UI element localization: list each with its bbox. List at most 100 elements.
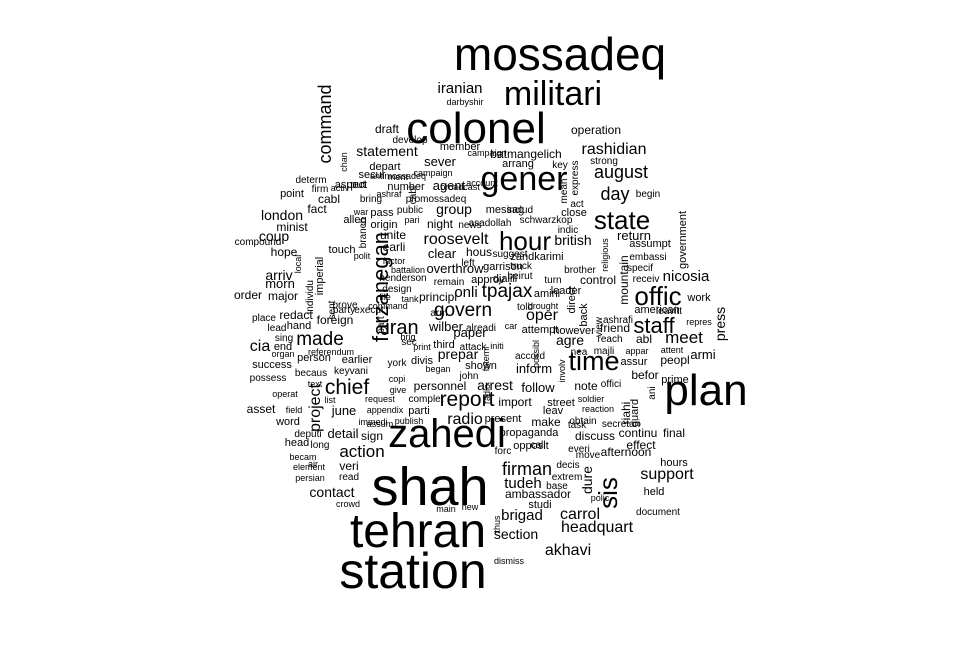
word-operat: operat xyxy=(272,389,298,399)
word-thus: thus xyxy=(492,515,502,533)
word-work: work xyxy=(686,292,711,304)
word-polic: polic xyxy=(591,493,610,503)
word-assumpt: assumpt xyxy=(629,238,671,250)
word-ani: ani xyxy=(647,386,658,399)
word-leav: leav xyxy=(543,405,564,417)
word-arm: arm xyxy=(430,308,447,319)
word-becam: becam xyxy=(289,452,316,462)
word-possess: possess xyxy=(250,373,287,384)
word-militari: militari xyxy=(504,75,602,113)
word-staff: staff xyxy=(633,313,675,338)
word-end: end xyxy=(274,341,292,353)
word-asadollah: asadollah xyxy=(469,218,512,229)
word-brigad: brigad xyxy=(501,507,543,524)
word-place: place xyxy=(252,313,276,324)
word-mossadeq: mossadeq xyxy=(454,28,666,80)
word-london: london xyxy=(261,207,303,223)
word-final: final xyxy=(663,426,685,440)
word-major: major xyxy=(268,289,298,303)
word-follow: follow xyxy=(521,380,555,395)
word-radio: radio xyxy=(447,411,483,428)
word-becaus: becaus xyxy=(295,368,327,379)
word-branch: branch xyxy=(358,218,369,249)
word-deputi: deputi xyxy=(294,429,321,440)
word-station: station xyxy=(339,543,486,599)
word-direct: direct xyxy=(566,287,578,314)
word-hous: hous xyxy=(466,245,492,259)
word-ashraf: ashraf xyxy=(376,189,402,199)
word-polit: polit xyxy=(354,251,371,261)
word-develop: develop xyxy=(392,135,427,146)
word-attempt: attempt xyxy=(522,324,559,336)
word-operation: operation xyxy=(571,123,621,137)
word-word: word xyxy=(275,416,300,428)
word-press: press xyxy=(712,307,728,341)
word-keyvani: keyvani xyxy=(334,366,368,377)
word-beirut: beirut xyxy=(507,271,532,282)
word-onli: onli xyxy=(454,284,477,301)
word-copi: copi xyxy=(389,374,406,384)
word-long: long xyxy=(311,440,330,451)
word-parti: parti xyxy=(408,405,429,417)
word-cabl: cabl xyxy=(318,192,340,206)
word-zahedi: zahedi xyxy=(388,412,506,456)
word-discuss: discuss xyxy=(575,429,615,443)
word-clear: clear xyxy=(428,246,457,261)
word-farzanegan: farzanegan xyxy=(368,232,393,342)
word-statement: statement xyxy=(356,143,418,159)
word-bring: bring xyxy=(360,194,382,205)
word-radio: radio xyxy=(482,384,492,404)
word-sever: sever xyxy=(424,154,456,169)
word-request: request xyxy=(365,394,396,404)
word-armi: armi xyxy=(690,347,715,362)
word-reaction: reaction xyxy=(582,404,614,414)
word-design: design xyxy=(382,284,411,295)
word-member: member xyxy=(440,141,481,153)
word-task: task xyxy=(568,420,587,431)
word-divis: divis xyxy=(411,355,434,367)
word-zandkarimi: zandkarimi xyxy=(510,251,563,263)
word-personnel: personnel xyxy=(414,379,467,393)
word-order: order xyxy=(234,288,262,302)
word-extrem: extrem xyxy=(552,472,583,483)
word-june: june xyxy=(331,403,357,418)
word-veri: veri xyxy=(339,459,358,473)
word-batmangelich: batmangelich xyxy=(490,147,561,161)
word-news: news xyxy=(458,220,481,231)
word-ambassador: ambassador xyxy=(505,487,571,501)
word-began: began xyxy=(425,364,450,374)
word-appendix: appendix xyxy=(367,405,404,415)
word-brother: brother xyxy=(564,265,596,276)
word-sec: sec xyxy=(401,337,417,348)
word-text: text xyxy=(308,379,323,389)
word-cia: cia xyxy=(250,338,271,355)
word-opposit: opposit xyxy=(513,440,548,452)
word-amini: amini xyxy=(534,288,560,300)
word-assum: assum xyxy=(367,419,394,429)
word-secretari: secretari xyxy=(602,419,640,430)
word-begin: begin xyxy=(636,189,660,200)
word-sis: sis xyxy=(593,477,623,509)
word-nea: nea xyxy=(571,347,588,358)
word-decis: decis xyxy=(556,460,579,471)
word-principl: principl xyxy=(419,290,457,304)
word-public: public xyxy=(397,205,423,216)
word-attack: attack xyxy=(460,342,488,353)
word-origin: origin xyxy=(371,219,398,231)
word-john: john xyxy=(459,371,479,382)
word-carrol: carrol xyxy=(560,506,600,523)
word-firm: firm xyxy=(312,184,329,195)
word-overthrow: overthrow xyxy=(426,261,484,276)
word-pass: pass xyxy=(370,207,394,219)
word-hour: hour xyxy=(499,226,551,256)
word-however: however xyxy=(553,325,595,337)
word-element: element xyxy=(293,462,326,472)
word-number: number xyxy=(387,181,425,193)
word-shah: shah xyxy=(371,457,488,517)
word-organ: organ xyxy=(271,349,294,359)
word-gener: gener xyxy=(481,160,568,198)
word-return: return xyxy=(617,228,651,243)
word-complet: complet xyxy=(408,394,443,405)
word-make: make xyxy=(531,415,561,429)
